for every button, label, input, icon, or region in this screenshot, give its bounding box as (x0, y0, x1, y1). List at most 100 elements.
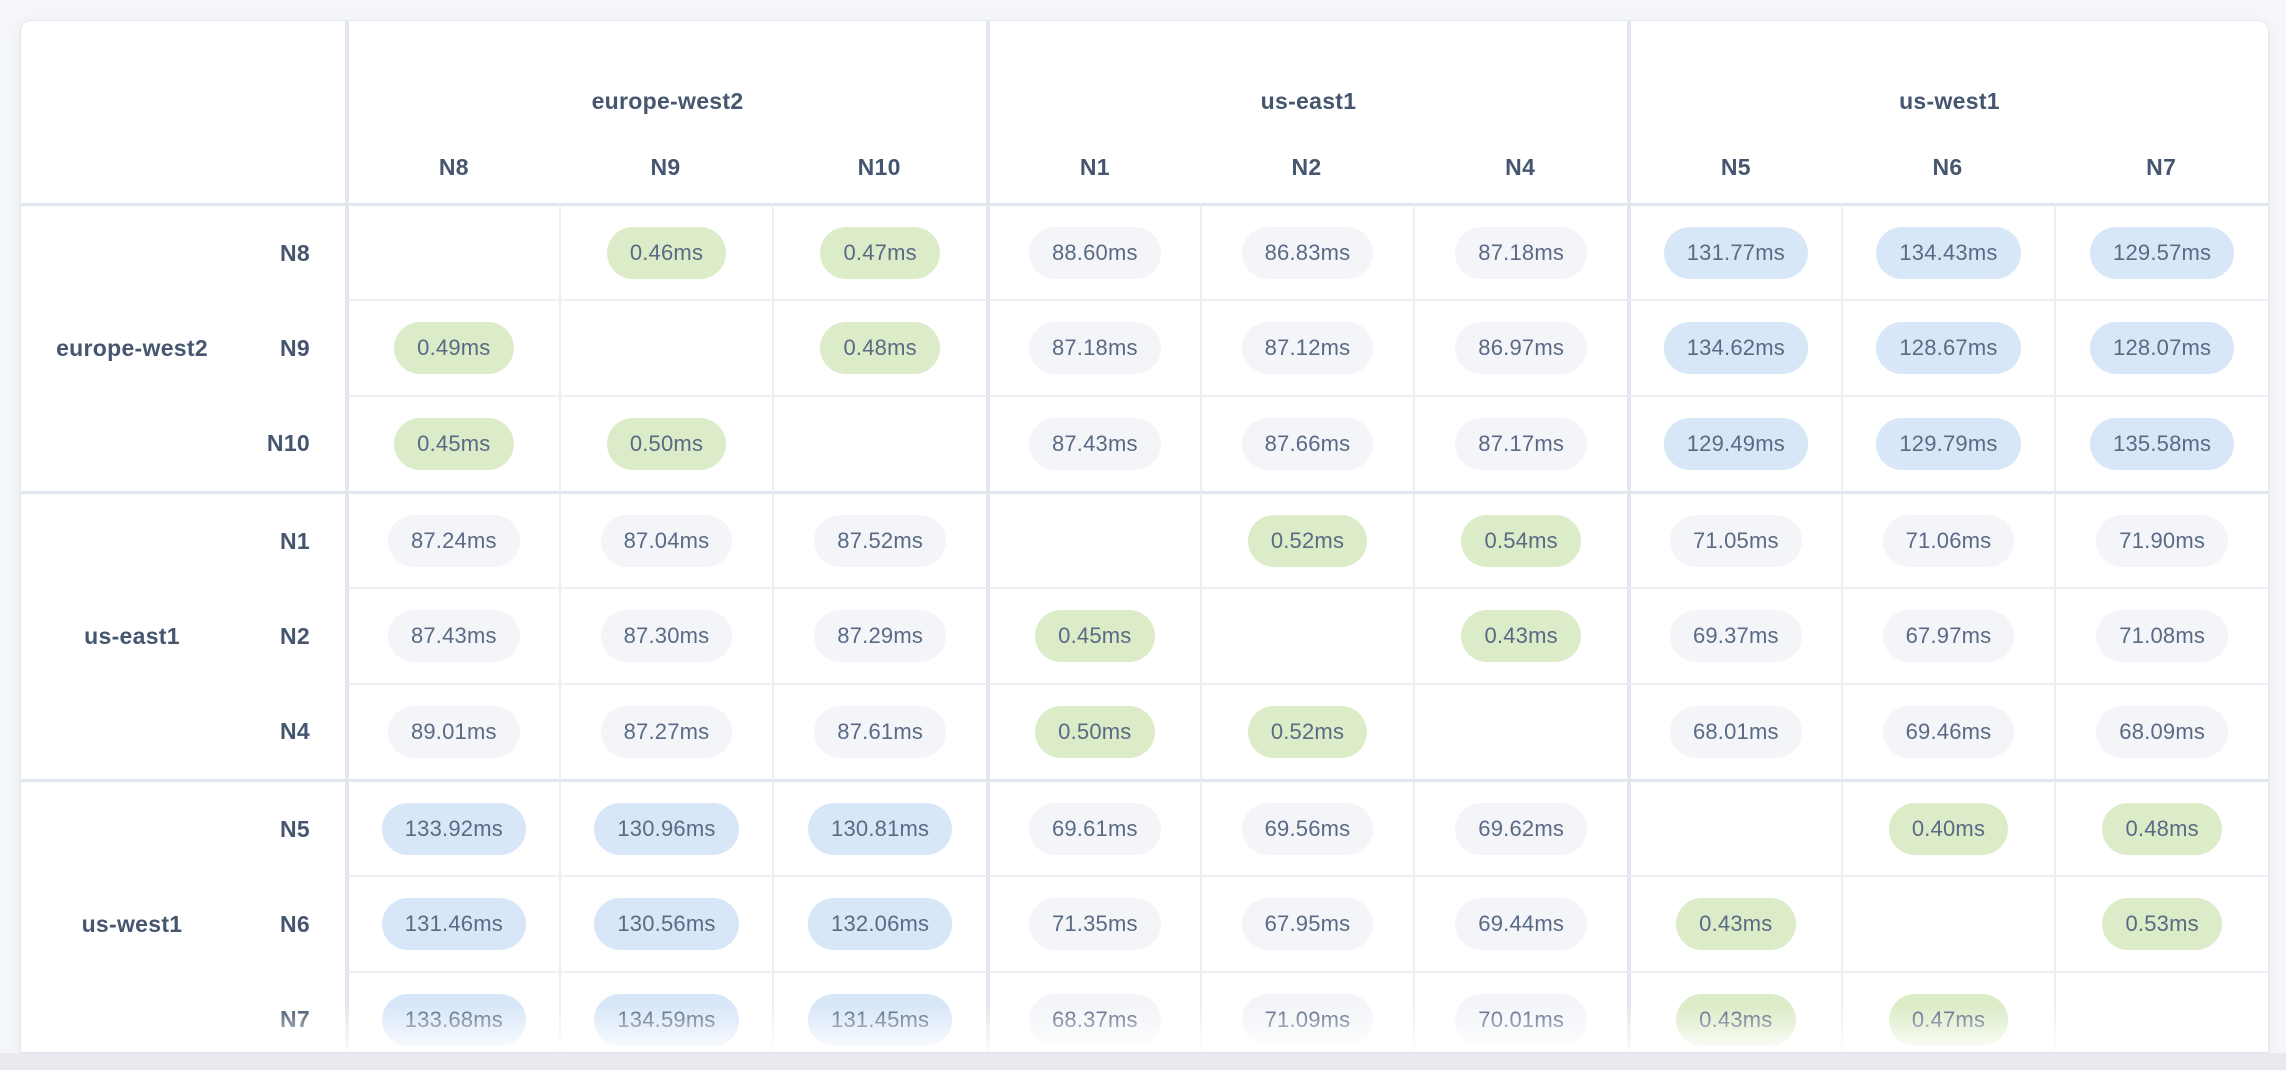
latency-value-pill: 69.56ms (1241, 802, 1374, 855)
latency-value-pill: 0.49ms (394, 322, 514, 374)
latency-value-pill: 87.43ms (1028, 418, 1161, 470)
latency-value-pill: 131.46ms (381, 898, 526, 950)
self-latency-cell (558, 299, 773, 395)
latency-value-pill: 128.67ms (1876, 322, 2021, 374)
latency-cell: 69.37ms (1627, 587, 1841, 683)
column-region-header-us-west1: us-west1 (1627, 21, 2268, 143)
latency-value-pill: 87.18ms (1028, 322, 1161, 374)
latency-cell: 71.08ms (2054, 587, 2268, 683)
latency-value-pill: 87.18ms (1455, 226, 1588, 279)
latency-value-pill: 87.24ms (387, 514, 520, 567)
latency-cell: 86.83ms (1199, 203, 1414, 299)
column-region-header-europe-west2: europe-west2 (345, 21, 986, 143)
column-node-header: N2 (1291, 153, 1322, 180)
column-node-header: N1 (986, 143, 1200, 203)
latency-cell: 69.44ms (1413, 875, 1627, 971)
latency-cell: 128.07ms (2054, 299, 2268, 395)
latency-cell: 129.57ms (2054, 203, 2268, 299)
column-node-header: N6 (1932, 153, 1963, 180)
latency-value-pill: 71.05ms (1669, 514, 1802, 567)
latency-cell: 71.90ms (2054, 491, 2268, 587)
latency-value-pill: 71.90ms (2096, 514, 2229, 567)
latency-value-pill: 130.81ms (808, 802, 953, 855)
latency-cell: 71.35ms (986, 875, 1200, 971)
latency-value-pill: 71.06ms (1882, 514, 2015, 567)
latency-cell: 69.56ms (1199, 779, 1414, 875)
latency-cell: 0.40ms (1840, 779, 2055, 875)
self-latency-cell (1627, 779, 1841, 875)
latency-cell: 128.67ms (1840, 299, 2055, 395)
latency-cell: 67.97ms (1840, 587, 2055, 683)
latency-cell: 87.43ms (345, 587, 559, 683)
row-node-label-stack: N5 N6 N7 (243, 782, 345, 1052)
latency-value-pill: 87.12ms (1241, 322, 1374, 374)
latency-cell: 71.06ms (1840, 491, 2055, 587)
latency-cell: 87.27ms (558, 683, 773, 779)
latency-value-pill: 0.46ms (606, 226, 727, 279)
latency-value-pill: 0.43ms (1676, 898, 1796, 950)
latency-value-pill: 133.92ms (381, 802, 526, 855)
latency-cell: 67.95ms (1199, 875, 1414, 971)
latency-cell: 0.52ms (1199, 491, 1414, 587)
self-latency-cell (345, 203, 559, 299)
latency-cell: 69.61ms (986, 779, 1200, 875)
latency-cell: 0.45ms (345, 395, 559, 491)
latency-cell: 68.01ms (1627, 683, 1841, 779)
latency-value-pill: 69.62ms (1455, 802, 1588, 855)
latency-value-pill: 70.01ms (1455, 994, 1588, 1046)
latency-cell: 131.77ms (1627, 203, 1841, 299)
latency-cell: 0.54ms (1413, 491, 1627, 587)
latency-value-pill: 0.47ms (1888, 994, 2009, 1046)
latency-value-pill: 86.97ms (1455, 322, 1588, 374)
latency-cell: 87.66ms (1199, 395, 1414, 491)
latency-value-pill: 87.43ms (387, 610, 520, 662)
latency-value-pill: 0.43ms (1676, 994, 1796, 1046)
latency-cell: 69.62ms (1413, 779, 1627, 875)
latency-value-pill: 130.96ms (594, 802, 739, 855)
row-node-label: N2 (279, 623, 310, 649)
latency-cell: 133.68ms (345, 971, 559, 1052)
latency-cell: 0.47ms (772, 203, 986, 299)
latency-cell: 131.45ms (772, 971, 986, 1052)
latency-value-pill: 0.53ms (2102, 898, 2222, 950)
latency-value-pill: 86.83ms (1241, 226, 1374, 279)
latency-value-pill: 131.77ms (1663, 226, 1808, 279)
latency-cell: 87.29ms (772, 587, 986, 683)
latency-cell: 129.79ms (1840, 395, 2055, 491)
latency-value-pill: 134.62ms (1663, 322, 1808, 374)
row-node-label: N8 (279, 240, 310, 266)
latency-cell: 87.52ms (772, 491, 986, 587)
latency-matrix-grid: europe-west2 us-east1 us-west1 N8 N9 N10 N1… (21, 21, 2268, 1052)
latency-cell: 71.05ms (1627, 491, 1841, 587)
latency-cell: 131.46ms (345, 875, 559, 971)
latency-cell: 87.24ms (345, 491, 559, 587)
latency-value-pill: 0.47ms (820, 226, 940, 279)
latency-value-pill: 71.35ms (1028, 898, 1161, 950)
latency-matrix-card: europe-west2 us-east1 us-west1 N8 N9 N10 N1… (21, 21, 2268, 1052)
column-node-header: N4 (1505, 153, 1536, 180)
latency-cell: 70.01ms (1413, 971, 1627, 1052)
latency-value-pill: 67.95ms (1241, 898, 1374, 950)
self-latency-cell (1199, 587, 1414, 683)
latency-cell: 133.92ms (345, 779, 559, 875)
latency-value-pill: 129.57ms (2090, 226, 2235, 279)
matrix-corner-cell (21, 21, 345, 203)
column-node-header: N10 (857, 153, 901, 180)
latency-value-pill: 87.66ms (1241, 418, 1374, 470)
latency-cell: 130.96ms (558, 779, 773, 875)
latency-value-pill: 0.40ms (1888, 802, 2009, 855)
latency-cell: 68.37ms (986, 971, 1200, 1052)
row-node-label-stack: N1 N2 N4 (243, 494, 345, 779)
latency-cell: 0.48ms (772, 299, 986, 395)
latency-cell: 0.47ms (1840, 971, 2055, 1052)
latency-cell: 89.01ms (345, 683, 559, 779)
latency-value-pill: 87.27ms (600, 706, 733, 758)
latency-value-pill: 132.06ms (808, 898, 953, 950)
row-group-label: us-east1 N1 N2 N4 (21, 491, 345, 779)
latency-cell: 87.18ms (1413, 203, 1627, 299)
latency-value-pill: 87.61ms (814, 706, 947, 758)
row-region-label: europe-west2 (56, 335, 208, 361)
row-node-label: N7 (279, 1006, 310, 1032)
latency-value-pill: 134.43ms (1876, 226, 2021, 279)
